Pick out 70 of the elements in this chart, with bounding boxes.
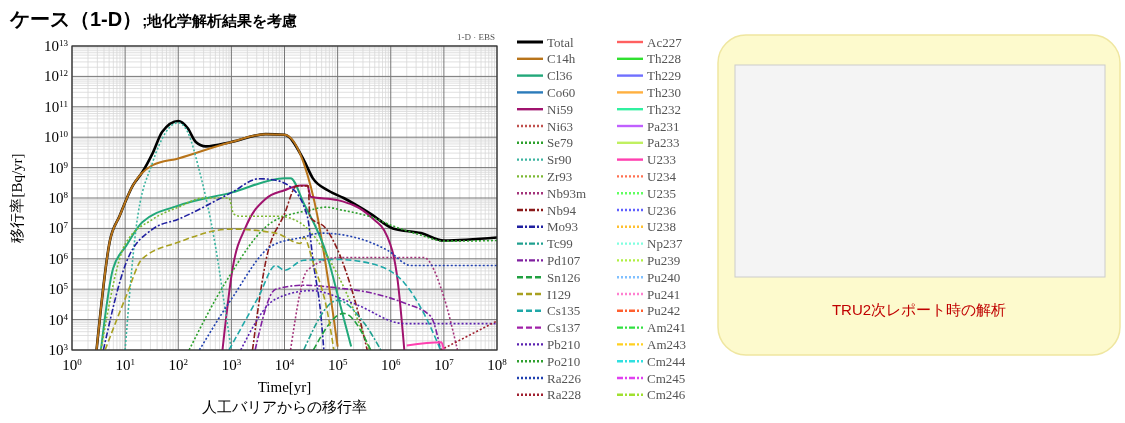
legend-label: Th229 xyxy=(647,68,681,84)
y-tick-label: 10$^{5}$ xyxy=(48,281,69,298)
legend-label: Zr93 xyxy=(547,168,573,184)
legend-label: Ra226 xyxy=(547,370,582,386)
legend-label: Tc99 xyxy=(547,236,573,252)
x-tick-label: 10$^{3}$ xyxy=(221,357,242,373)
legend-label: Co60 xyxy=(547,84,576,100)
legend-label: U236 xyxy=(647,202,677,218)
legend-label: Np237 xyxy=(647,236,683,252)
x-tick-label: 10$^{7}$ xyxy=(434,357,455,373)
y-axis-title: 移行率[Bq/yr] xyxy=(9,153,25,243)
legend-label: Th228 xyxy=(647,51,681,67)
legend-label: Ni59 xyxy=(547,101,573,117)
legend-label: Cm245 xyxy=(647,370,686,386)
legend-label: Cs137 xyxy=(547,320,581,336)
y-tick-label: 10$^{6}$ xyxy=(48,250,69,267)
legend-label: U234 xyxy=(647,168,677,184)
legend-label: Se79 xyxy=(547,135,573,151)
legend-label: Cm246 xyxy=(647,387,686,403)
legend-label: Pa233 xyxy=(647,135,680,151)
x-tick-label: 10$^{4}$ xyxy=(274,357,295,373)
text: 人工バリアからの移行率 xyxy=(202,398,367,415)
legend-label: Po210 xyxy=(547,353,581,369)
x-tick-label: 10$^{0}$ xyxy=(62,357,83,373)
legend-label: Pa231 xyxy=(647,118,680,134)
legend-label: Cm244 xyxy=(647,353,686,369)
legend-label: Th232 xyxy=(647,101,681,117)
legend-label: Pu240 xyxy=(647,269,681,285)
x-tick-label: 10$^{5}$ xyxy=(327,357,348,373)
legend-label: Pu241 xyxy=(647,286,681,302)
legend-label: Cl36 xyxy=(547,68,573,84)
legend-label: U233 xyxy=(647,152,676,168)
text: 1-D · EBS xyxy=(457,32,495,42)
legend-label: Ra228 xyxy=(547,387,581,403)
legend-label: Am241 xyxy=(647,320,686,336)
x-axis-title: Time[yr] xyxy=(257,379,312,395)
chart-subtitle: ;地化学解析結果を考慮 xyxy=(142,12,298,29)
y-tick-label: 10$^{4}$ xyxy=(48,311,69,328)
x-tick-label: 10$^{2}$ xyxy=(168,357,188,373)
legend-label: Cs135 xyxy=(547,303,581,319)
legend-label: Pu242 xyxy=(647,303,681,319)
legend-label: U238 xyxy=(647,219,676,235)
legend-label: I129 xyxy=(547,286,571,302)
legend-label: Sr90 xyxy=(547,152,572,168)
legend-label: Ni63 xyxy=(547,118,573,134)
legend-label: Nb94 xyxy=(547,202,577,218)
y-tick-label: 10$^{10}$ xyxy=(44,129,69,146)
y-tick-label: 10$^{8}$ xyxy=(48,190,69,206)
y-tick-label: 10$^{3}$ xyxy=(48,342,69,358)
x-tick-label: 10$^{1}$ xyxy=(115,357,135,373)
legend-label: Sn126 xyxy=(547,269,581,285)
y-tick-label: 10$^{7}$ xyxy=(48,220,69,237)
legend-label: Ac227 xyxy=(647,34,683,50)
legend-label: Th230 xyxy=(647,84,681,100)
legend-label: Pb210 xyxy=(547,336,581,352)
text: TRU2次レポート時の解析 xyxy=(831,301,1007,318)
legend-label: U235 xyxy=(647,185,676,201)
y-tick-label: 10$^{11}$ xyxy=(44,98,68,115)
y-tick-label: 10$^{13}$ xyxy=(44,38,69,54)
legend-label: Pd107 xyxy=(547,252,581,268)
legend-label: Mo93 xyxy=(547,219,579,235)
legend-label: C14h xyxy=(547,51,576,67)
x-tick-label: 10$^{8}$ xyxy=(487,357,508,373)
legend-label: Total xyxy=(547,34,574,50)
legend-label: Pu239 xyxy=(647,252,681,268)
y-tick-label: 10$^{12}$ xyxy=(44,68,68,85)
legend-label: Nb93m xyxy=(547,185,586,201)
y-tick-label: 10$^{9}$ xyxy=(48,159,69,176)
x-tick-label: 10$^{6}$ xyxy=(381,357,401,373)
legend-label: Am243 xyxy=(647,336,686,352)
